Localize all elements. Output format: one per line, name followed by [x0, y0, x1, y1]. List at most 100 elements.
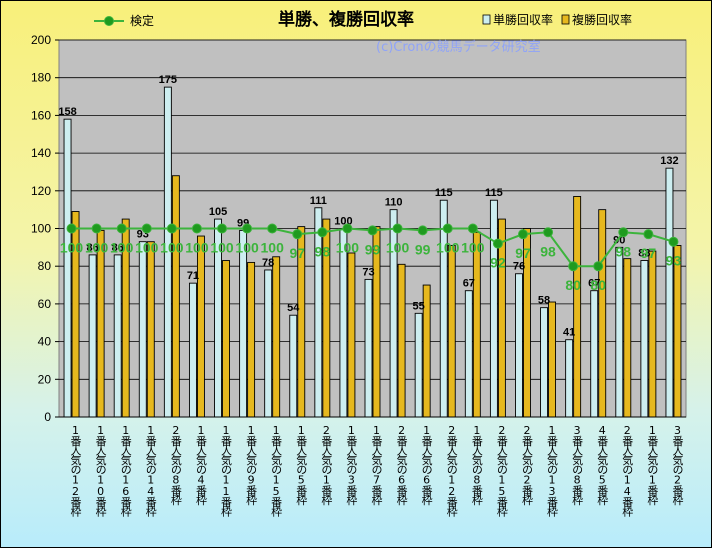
x-tick-label: 1番人気の9番枠 — [245, 424, 258, 506]
legend-item-tansho: 単勝回収率 — [482, 12, 553, 27]
bar-tansho-label: 67 — [588, 278, 600, 290]
x-tick-label: 1番人気の7番枠 — [370, 424, 383, 506]
x-tick-label: 1番人気の1番枠 — [646, 424, 659, 506]
x-tick-label: 1番人気の15番枠 — [270, 424, 283, 518]
kentei-label: 100 — [60, 240, 84, 256]
legend-item-fukusho: 複勝回収率 — [561, 12, 632, 27]
kentei-label: 100 — [235, 240, 259, 256]
bar-tansho-label: 67 — [463, 278, 475, 290]
bar-tansho-label: 175 — [159, 74, 177, 86]
bar-fukusho — [146, 241, 155, 418]
bar-fukusho — [196, 235, 205, 418]
x-tick-label: 1番人気の14番枠 — [144, 424, 157, 518]
x-tick-label: 1番人気の16番枠 — [119, 424, 132, 518]
bar-tansho — [314, 207, 323, 418]
kentei-point — [91, 223, 102, 234]
bar-tansho — [364, 278, 373, 418]
kentei-point — [543, 227, 554, 238]
plot-area: 0 20 40 60 80 100 120 140 160 180 200 158 1番人気の12番枠 8… — [31, 33, 687, 518]
kentei-point — [517, 229, 528, 240]
bar-fukusho — [347, 252, 356, 418]
bar-tansho — [264, 269, 273, 418]
kentei-label: 100 — [85, 240, 109, 256]
bar-tansho — [640, 260, 649, 418]
legend-tansho-label: 単勝回収率 — [493, 12, 553, 27]
kentei-label: 97 — [515, 245, 531, 261]
x-tick-label: 1番人気の13番枠 — [546, 424, 559, 518]
bar-fukusho — [648, 250, 657, 418]
kentei-point — [166, 223, 177, 234]
bar-tansho — [489, 199, 498, 418]
bar-fukusho — [397, 263, 406, 418]
bar-tansho-label: 115 — [485, 187, 503, 199]
y-tick-label: 40 — [38, 335, 52, 349]
bar-tansho-label: 110 — [385, 197, 403, 209]
bar-tansho — [565, 339, 574, 418]
x-tick-label: 1番人気の11番枠 — [220, 424, 233, 518]
y-tick-label: 60 — [38, 297, 52, 311]
kentei-point — [618, 227, 629, 238]
kentei-label: 100 — [210, 240, 234, 256]
x-tick-label: 1番人気の6番枠 — [420, 424, 433, 506]
kentei-point — [116, 223, 127, 234]
chart-title: 単勝、複勝回収率 — [278, 9, 414, 30]
x-tick-label: 3番人気の8番枠 — [571, 424, 584, 506]
bar-tansho-label: 115 — [435, 187, 453, 199]
kentei-point — [492, 238, 503, 249]
kentei-point — [317, 227, 328, 238]
bar-fukusho — [623, 258, 632, 418]
bar-fukusho — [272, 256, 281, 418]
kentei-point — [191, 223, 202, 234]
kentei-label: 97 — [641, 245, 657, 261]
x-tick-label: 1番人気の8番枠 — [470, 424, 483, 506]
kentei-point — [668, 236, 679, 247]
bar-tansho — [540, 307, 549, 418]
bar-fukusho — [96, 229, 105, 418]
kentei-point — [442, 223, 453, 234]
kentei-label: 99 — [365, 241, 381, 257]
x-tick-label: 4番人気の5番枠 — [596, 424, 609, 506]
bar-tansho-label: 55 — [413, 300, 425, 312]
kentei-label: 97 — [289, 245, 305, 261]
y-tick-label: 120 — [31, 184, 51, 198]
x-tick-label: 2番人気の1番枠 — [320, 424, 333, 506]
kentei-point — [367, 225, 378, 236]
x-tick-label: 2番人気の14番枠 — [621, 424, 634, 518]
x-tick-label: 1番人気の4番枠 — [194, 424, 207, 506]
bar-tansho-label: 73 — [362, 266, 374, 278]
bar-tansho-label: 76 — [513, 261, 525, 273]
bar-tansho-label: 78 — [262, 257, 274, 269]
watermark: (c)Cronの競馬データ研究室 — [376, 39, 541, 55]
bar-tansho — [590, 290, 599, 418]
kentei-point — [467, 223, 478, 234]
legend-kentei-label: 検定 — [130, 13, 154, 28]
x-tick-label: 1番人気の5番枠 — [295, 424, 308, 506]
kentei-label: 99 — [415, 241, 431, 257]
kentei-label: 98 — [616, 243, 632, 259]
kentei-label: 80 — [565, 277, 581, 293]
bar-tansho — [414, 312, 423, 418]
legend-fukusho-swatch — [561, 14, 570, 25]
x-tick-label: 2番人気の8番枠 — [169, 424, 182, 506]
bar-tansho-label: 105 — [209, 206, 227, 218]
bar-tansho — [289, 314, 298, 418]
bar-tansho-label: 71 — [187, 270, 199, 282]
y-tick-label: 0 — [44, 410, 51, 424]
bar-tansho — [615, 246, 624, 418]
kentei-label: 92 — [490, 255, 506, 271]
kentei-label: 80 — [590, 277, 606, 293]
bar-tansho-label: 58 — [538, 295, 550, 307]
x-tick-label: 3番人気の2番枠 — [671, 424, 684, 506]
bar-tansho — [339, 228, 348, 418]
kentei-label: 100 — [261, 240, 285, 256]
bar-tansho-label: 54 — [287, 302, 300, 314]
y-tick-label: 180 — [31, 71, 51, 85]
bar-fukusho — [497, 218, 506, 418]
bar-tansho — [464, 290, 473, 418]
y-tick-label: 200 — [31, 33, 51, 47]
x-tick-label: 2番人気の2番枠 — [520, 424, 533, 506]
x-tick-label: 2番人気の12番枠 — [445, 424, 458, 518]
kentei-label: 100 — [160, 240, 184, 256]
legend-fukusho-label: 複勝回収率 — [572, 12, 632, 27]
